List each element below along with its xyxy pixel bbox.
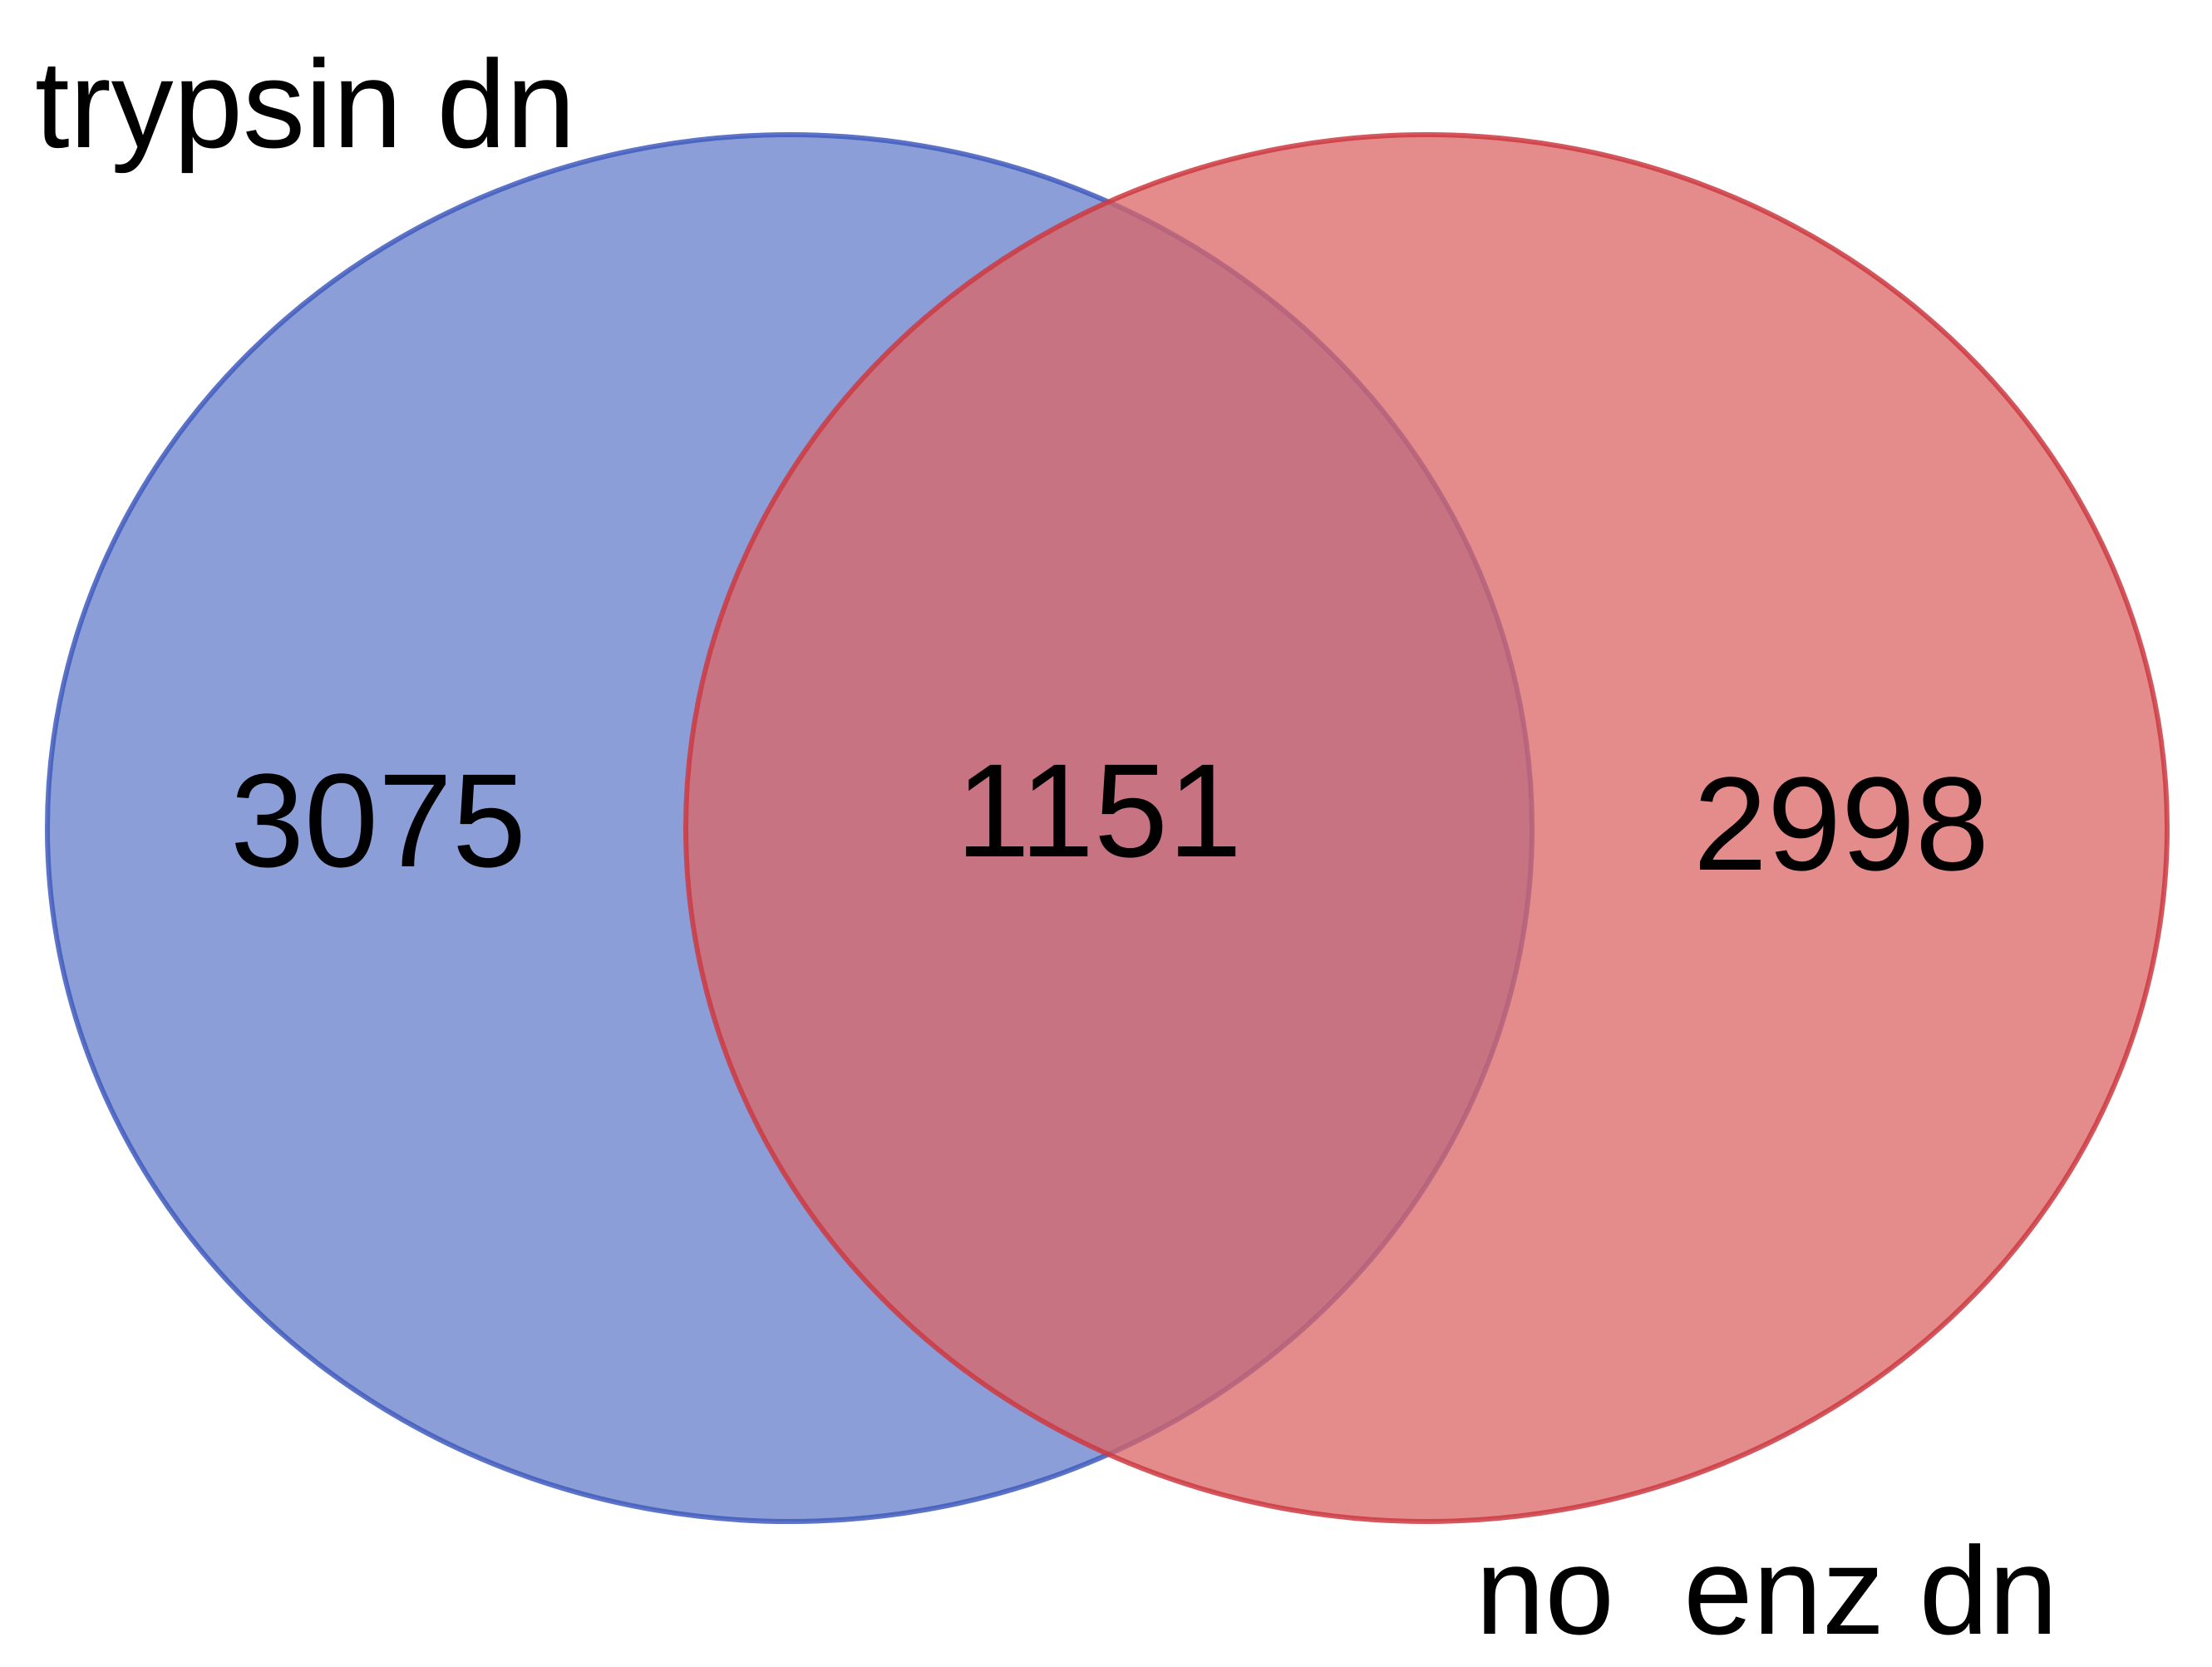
set-b-label: no enz dn: [1475, 1521, 2058, 1660]
set-a-label: trypsin dn: [35, 34, 575, 174]
region-a-only-count: 3075: [230, 746, 526, 895]
region-b-only-count: 2998: [1693, 749, 1989, 898]
region-overlap-count: 1151: [956, 736, 1242, 885]
